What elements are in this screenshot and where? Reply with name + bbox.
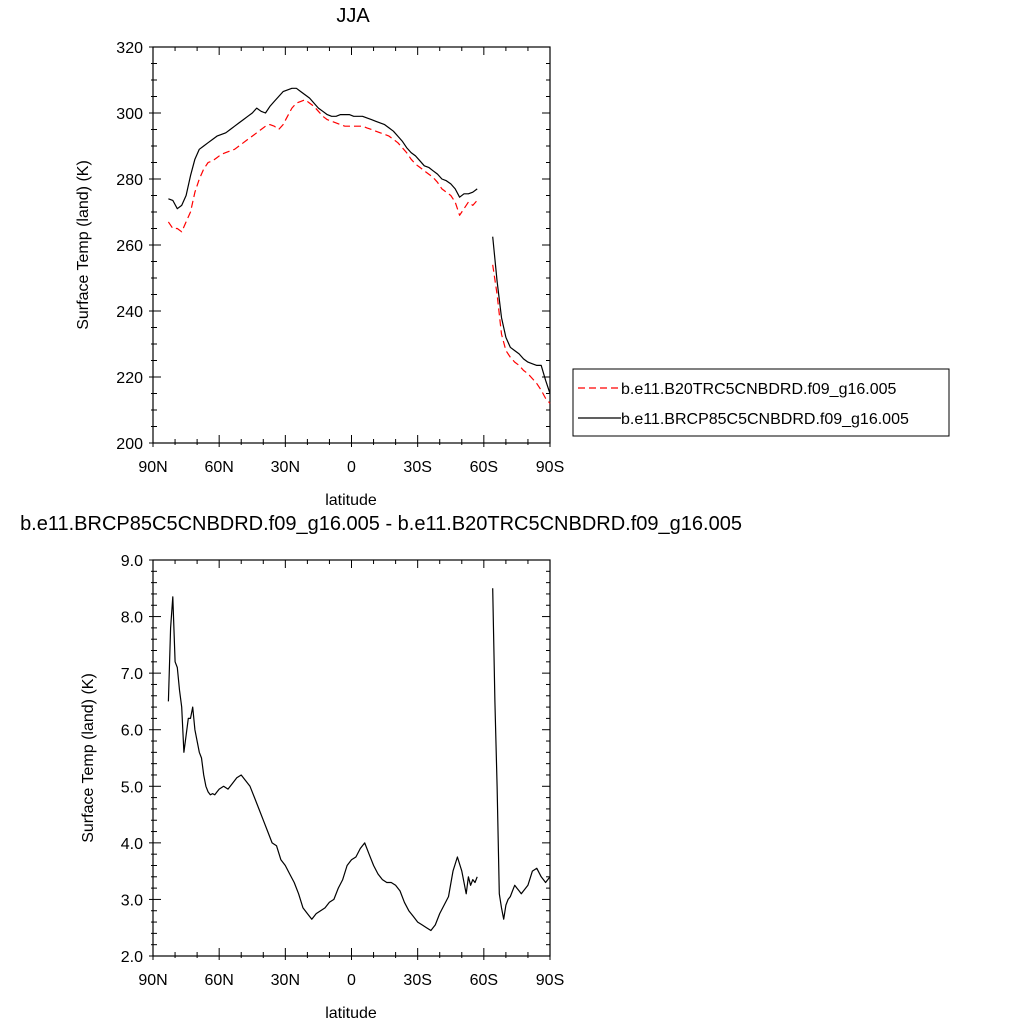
bottom-y-tick-labels: 2.0 3.0 4.0 5.0 6.0 7.0 8.0 9.0 (121, 553, 143, 966)
x-tick-label: 60N (204, 459, 233, 476)
x-tick-label: 30S (403, 459, 431, 476)
y-tick-label: 280 (116, 172, 143, 189)
bottom-panel: b.e11.BRCP85C5CNBDRD.f09_g16.005 - b.e11… (20, 513, 742, 1022)
y-tick-label: 3.0 (121, 892, 143, 909)
y-tick-label: 220 (116, 370, 143, 387)
legend-box (572, 368, 950, 437)
top-series-group (167, 87, 551, 404)
top-y-axis-label: Surface Temp (land) (K) (75, 160, 92, 330)
bottom-y-axis-label: Surface Temp (land) (K) (80, 673, 97, 843)
y-tick-label: 5.0 (121, 779, 143, 796)
bottom-x-tick-labels: 90N 60N 30N 0 30S 60S 90S (138, 972, 564, 989)
legend: b.e11.B20TRC5CNBDRD.f09_g16.005 b.e11.BR… (572, 368, 950, 437)
x-tick-label: 30S (403, 972, 431, 989)
series-line-0-0 (167, 99, 551, 404)
x-tick-label: 30N (271, 459, 300, 476)
top-axis-ticks (149, 46, 551, 447)
y-tick-label: 6.0 (121, 723, 143, 740)
x-tick-label: 0 (347, 459, 356, 476)
top-y-tick-labels: 200 220 240 260 280 300 320 (116, 40, 143, 453)
top-x-axis-label: latitude (325, 492, 377, 509)
top-chart-title: JJA (336, 5, 370, 27)
x-tick-label: 60S (470, 459, 498, 476)
legend-label-historical: b.e11.B20TRC5CNBDRD.f09_g16.005 (621, 381, 897, 398)
bottom-plot-frame (152, 559, 551, 957)
x-tick-label: 90N (138, 972, 167, 989)
x-tick-label: 30N (271, 972, 300, 989)
bottom-chart-title: b.e11.BRCP85C5CNBDRD.f09_g16.005 - b.e11… (20, 513, 742, 535)
y-tick-label: 240 (116, 304, 143, 321)
legend-label-rcp85: b.e11.BRCP85C5CNBDRD.f09_g16.005 (621, 411, 909, 428)
top-panel: JJA 90N 60N 30N 0 30S 60S 90S 200 220 240 260 280 3… (75, 5, 564, 509)
y-tick-label: 7.0 (121, 666, 143, 683)
top-x-tick-labels: 90N 60N 30N 0 30S 60S 90S (138, 459, 564, 476)
y-tick-label: 260 (116, 238, 143, 255)
series-line-1-0 (167, 588, 551, 932)
x-tick-label: 60S (470, 972, 498, 989)
x-tick-label: 60N (204, 972, 233, 989)
series-line-0-1 (168, 87, 551, 394)
y-tick-label: 8.0 (121, 610, 143, 627)
y-tick-label: 320 (116, 40, 143, 57)
y-tick-label: 2.0 (121, 949, 143, 966)
x-tick-label: 90S (536, 972, 564, 989)
bottom-axis-ticks (149, 559, 551, 960)
y-tick-label: 300 (116, 106, 143, 123)
y-tick-label: 200 (116, 436, 143, 453)
bottom-series-group (167, 588, 551, 932)
x-tick-label: 90N (138, 459, 167, 476)
y-tick-label: 4.0 (121, 836, 143, 853)
top-plot-frame (152, 46, 551, 444)
bottom-x-axis-label: latitude (325, 1005, 377, 1022)
x-tick-label: 0 (347, 972, 356, 989)
y-tick-label: 9.0 (121, 553, 143, 570)
x-tick-label: 90S (536, 459, 564, 476)
